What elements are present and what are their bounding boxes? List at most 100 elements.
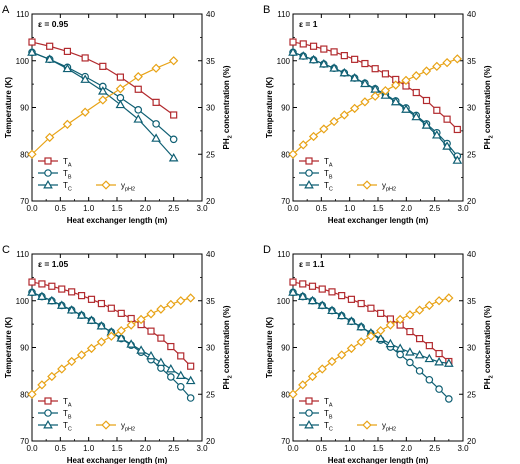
data-point-yph2 [442, 57, 452, 68]
legend-item-ta: TA [38, 157, 72, 169]
legend-label: ypH2 [382, 421, 396, 433]
data-point-tc [414, 349, 425, 359]
data-point-tc [185, 375, 196, 385]
legend-label-main: T [63, 421, 68, 430]
y-left-axis-title: Temperature (K) [4, 317, 13, 379]
y-right-tick-label: 40 [467, 10, 476, 19]
series-yph2 [27, 56, 179, 159]
data-point-ta [46, 42, 54, 50]
data-point-tc [307, 295, 318, 305]
y-right-tick-label: 35 [467, 57, 476, 66]
series-tc [288, 287, 454, 367]
series-tc [288, 47, 463, 164]
data-point-tc [385, 338, 396, 348]
x-tick-label: 1.5 [111, 204, 123, 213]
data-point-tc [452, 155, 463, 164]
legend-label-main: T [63, 409, 68, 418]
data-point-tc [327, 305, 337, 315]
legend-label: TB [63, 409, 72, 421]
series-line-yph2 [292, 297, 449, 395]
data-point-ta [367, 304, 375, 312]
legend-label-main: T [63, 181, 68, 190]
data-point-tc [86, 315, 97, 324]
data-point-tc [175, 370, 186, 379]
data-point-ta [167, 342, 175, 351]
epsilon-label: ε = 0.95 [38, 19, 69, 29]
x-tick-label: 3.0 [196, 444, 208, 453]
y-left-tick-label: 100 [16, 297, 30, 306]
y-left-tick-label: 80 [20, 390, 29, 399]
y-left-axis-title: Temperature (K) [265, 317, 274, 379]
data-point-tc [308, 54, 319, 64]
data-point-tc [76, 310, 87, 319]
data-point-tc [27, 47, 37, 56]
y-left-tick-label: 70 [20, 197, 29, 206]
data-point-ta [63, 47, 72, 56]
data-point-ta [357, 299, 365, 308]
data-point-tc [318, 59, 329, 68]
data-point-yph2 [329, 116, 339, 127]
x-tick-label: 0.5 [316, 204, 328, 213]
data-point-yph2 [98, 95, 108, 105]
data-point-ta [97, 299, 106, 308]
y-right-axis-title: PH2 concentration (%) [483, 305, 495, 389]
legend-marker [304, 419, 314, 429]
data-point-yph2 [57, 364, 67, 374]
data-point-yph2 [288, 389, 298, 399]
data-point-yph2 [360, 97, 370, 107]
data-point-yph2 [116, 326, 126, 336]
y-right-tick-label: 20 [206, 197, 215, 206]
legend-label: ypH2 [382, 181, 396, 193]
data-point-yph2 [327, 356, 337, 367]
x-tick-label: 1.5 [372, 444, 384, 453]
data-point-tc [66, 305, 77, 314]
data-point-ta [351, 55, 359, 63]
data-point-ta [433, 106, 441, 114]
data-point-ta [330, 48, 338, 56]
data-point-ta [28, 278, 36, 286]
legend-label-sub: A [329, 163, 333, 169]
epsilon-label: ε = 1 [299, 19, 318, 29]
y-left-tick-label: 100 [16, 57, 30, 66]
data-point-yph2 [411, 71, 421, 81]
legend-label-sub: pH2 [125, 187, 135, 193]
legend-label-main: T [324, 169, 329, 178]
data-point-yph2 [146, 309, 156, 319]
x-tick-label: 0.0 [287, 444, 299, 453]
y-right-title-sub: 2 [228, 375, 234, 378]
legend-item-ta: TA [299, 397, 333, 409]
x-tick-label: 3.0 [457, 444, 469, 453]
panel-letter: B [263, 4, 270, 16]
data-point-ta [299, 40, 307, 48]
data-point-tc [434, 356, 444, 366]
data-point-tc [146, 350, 156, 360]
legend-label: ypH2 [121, 421, 135, 433]
series-yph2 [27, 293, 196, 399]
data-point-tc [329, 63, 339, 72]
legend-label: TB [324, 169, 333, 181]
legend-item-tb: TB [38, 409, 72, 421]
data-point-ta [340, 52, 348, 60]
data-point-yph2 [115, 84, 126, 94]
legend-item-yph2: ypH2 [96, 420, 135, 433]
data-point-yph2 [186, 293, 196, 303]
data-point-ta [77, 292, 86, 300]
y-right-tick-label: 25 [467, 390, 476, 399]
data-point-ta [425, 342, 433, 350]
x-tick-label: 0.5 [55, 444, 67, 453]
series-ta [28, 278, 195, 370]
y-right-tick-label: 30 [206, 104, 215, 113]
data-point-yph2 [156, 304, 166, 314]
chart-panel-b: B 0.0 0.5 1.0 1.5 2.0 2.5 3.0 70 80 90 100 110 20 25 30… [263, 4, 495, 225]
y-right-tick-label: 30 [206, 344, 215, 353]
chart-panel-a: A 0.0 0.5 1.0 1.5 2.0 2.5 3.0 70 80 90 100 110 20 25 30… [2, 4, 234, 225]
data-point-yph2 [133, 71, 143, 82]
series-ta [289, 38, 461, 134]
y-right-tick-label: 40 [467, 250, 476, 259]
x-tick-label: 0.0 [26, 444, 38, 453]
x-tick-label: 2.5 [429, 204, 441, 213]
data-point-tb [167, 373, 175, 381]
